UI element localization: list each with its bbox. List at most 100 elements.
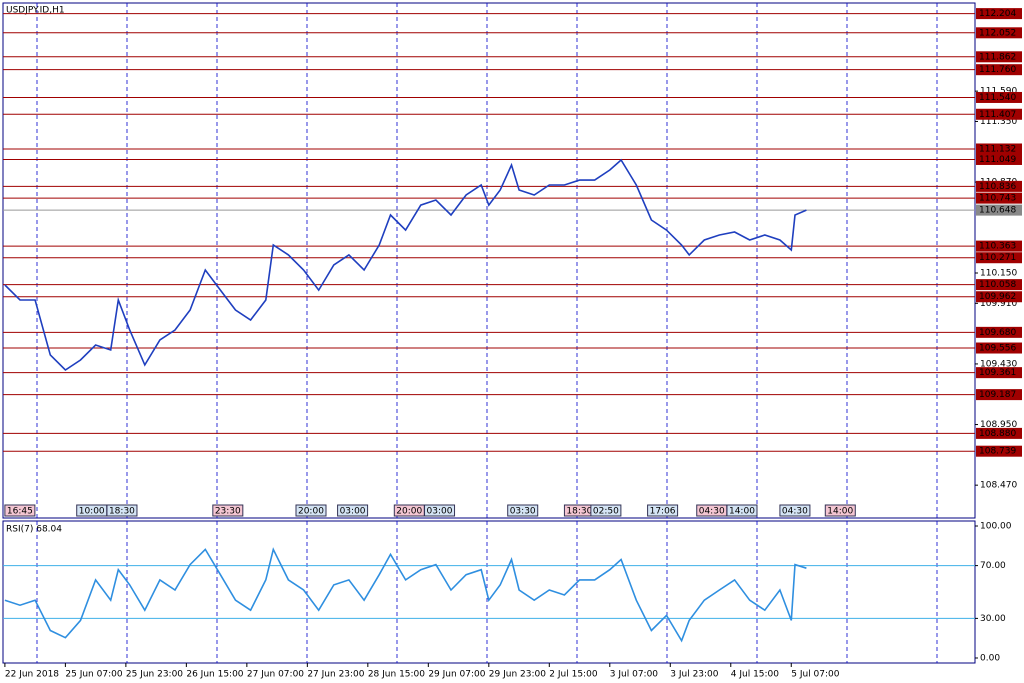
time-marker-label: 03:00 [427,507,453,517]
level-label: 109.361 [979,368,1016,378]
time-marker-label: 10:00 [79,507,105,517]
level-label-box [976,389,1022,401]
level-label: 109.680 [979,328,1016,338]
y-tick-label: 100.00 [980,522,1012,532]
time-marker-label: 16:45 [7,507,33,517]
level-label: 111.540 [979,93,1016,103]
time-marker-label: 20:00 [298,507,324,517]
level-label-box [976,143,1022,155]
level-label-box [976,180,1022,192]
level-label: 112.204 [979,9,1016,19]
level-label-box [976,192,1022,204]
last-price-box [976,204,1022,216]
y-tick-label: 109.910 [980,299,1017,309]
level-label: 109.962 [979,292,1016,302]
y-tick-label: 111.350 [980,117,1017,127]
level-label-box [976,64,1022,76]
level-label: 111.760 [979,65,1016,75]
level-label: 110.271 [979,253,1016,263]
time-marker-label: 04:30 [782,507,808,517]
time-marker-label: 03:30 [510,507,536,517]
level-label: 109.187 [979,390,1016,400]
level-label: 110.363 [979,242,1016,252]
time-marker-box [824,504,856,517]
level-label: 110.743 [979,194,1016,204]
time-marker-label: 18:30 [109,507,135,517]
series-line [4,547,807,643]
time-marker-label: 04:30 [699,507,725,517]
y-tick-label: 30.00 [980,614,1006,624]
level-label-box [976,291,1022,303]
x-tick-label: 2 Jul 15:00 [549,670,598,680]
x-tick-label: 4 Jul 15:00 [731,670,780,680]
x-tick-label: 28 Jun 15:00 [368,670,425,680]
last-price-label: 110.648 [979,206,1016,216]
time-marker-box [507,504,539,517]
level-label-box [976,27,1022,39]
level-label-box [976,8,1022,20]
level-label: 110.836 [979,182,1016,192]
time-marker-label: 18:30 [566,507,592,517]
y-tick-label: 108.950 [980,420,1017,430]
time-marker-box [295,504,327,517]
level-label-box [976,326,1022,338]
series-line [4,158,807,372]
level-label: 110.058 [979,280,1016,290]
level-label-box [976,445,1022,457]
level-label: 112.052 [979,28,1016,38]
level-label-box [976,342,1022,354]
time-marker-box [424,504,456,517]
level-label-box [976,51,1022,63]
level-label: 111.132 [979,144,1016,154]
level-label-box [976,252,1022,264]
time-marker-label: 14:00 [827,507,853,517]
x-tick-label: 25 Jun 23:00 [126,670,183,680]
x-tick-label: 27 Jun 23:00 [307,670,364,680]
level-label-box [976,367,1022,379]
level-label: 111.049 [979,155,1016,165]
level-label: 111.407 [979,110,1016,120]
time-marker-label: 23:30 [215,507,241,517]
y-tick-label: 110.150 [980,269,1017,279]
rsi-title: RSI(7) 68.04 [6,525,62,535]
x-tick-label: 5 Jul 07:00 [791,670,840,680]
x-tick-label: 27 Jun 07:00 [247,670,304,680]
x-tick-label: 29 Jun 07:00 [428,670,485,680]
y-tick-label: 109.430 [980,359,1017,369]
y-tick-label: 0.00 [980,653,1000,663]
level-label-box [976,427,1022,439]
level-label-box [976,153,1022,165]
time-marker-box [647,504,679,517]
chart-title: USDJPY.ID,H1 [6,6,65,16]
level-label-box [976,108,1022,120]
time-marker-box [590,504,622,517]
level-label: 109.556 [979,344,1016,354]
x-tick-label: 22 Jun 2018 [5,670,59,680]
time-marker-box [726,504,758,517]
x-tick-label: 3 Jul 07:00 [610,670,659,680]
level-label: 108.739 [979,447,1016,457]
x-tick-label: 26 Jun 15:00 [186,670,243,680]
time-marker-label: 02:50 [593,507,619,517]
rsi-panel [2,520,976,664]
time-marker-label: 17:06 [650,507,676,517]
x-tick-label: 3 Jul 23:00 [670,670,719,680]
time-marker-label: 03:00 [340,507,366,517]
level-label-box [976,91,1022,103]
time-marker-label: 20:00 [396,507,422,517]
time-marker-label: 14:00 [729,507,755,517]
x-tick-label: 25 Jun 07:00 [65,670,122,680]
y-tick-label: 108.470 [980,481,1017,491]
time-marker-box [779,504,811,517]
level-label: 108.880 [979,429,1016,439]
level-label-box [976,240,1022,252]
level-label: 111.862 [979,52,1016,62]
y-tick-label: 111.590 [980,87,1017,97]
price-panel [2,2,976,519]
level-label-box [976,279,1022,291]
time-marker-box [4,504,36,517]
time-marker-box [106,504,138,517]
y-tick-label: 70.00 [980,561,1006,571]
x-tick-label: 29 Jun 23:00 [489,670,546,680]
